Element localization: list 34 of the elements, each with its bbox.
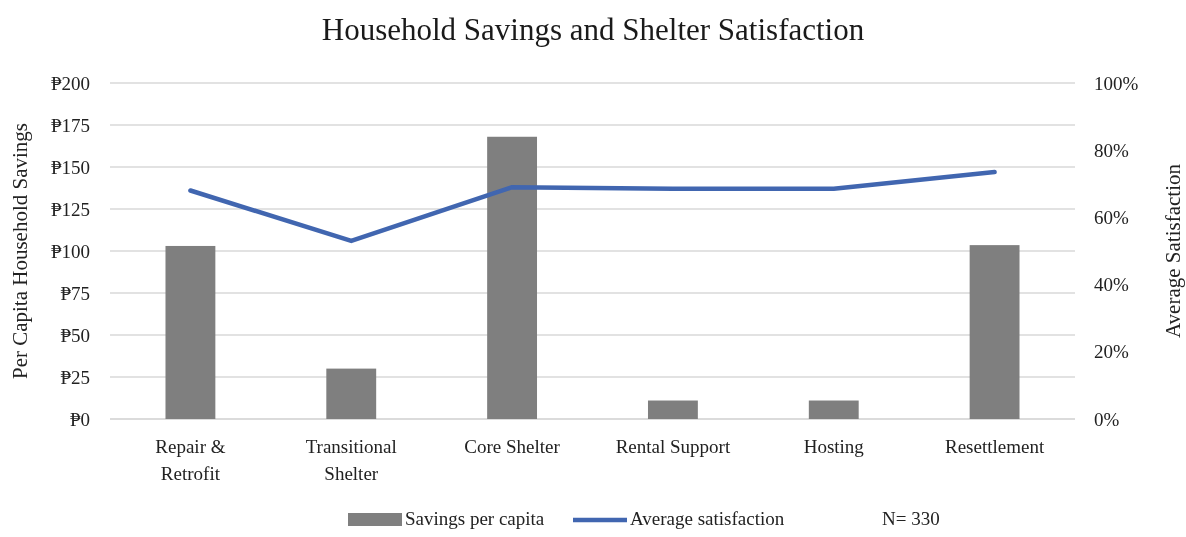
- y-tick-label: ₱125: [50, 198, 90, 220]
- legend-label: Savings per capita: [405, 508, 545, 529]
- y2-axis-title: Average Satisfaction: [1161, 163, 1185, 338]
- x-tick-label: Repair & Retrofit: [155, 436, 226, 484]
- y-tick-label: ₱175: [50, 114, 90, 136]
- bar: [487, 136, 538, 419]
- chart-title: Household Savings and Shelter Satisfaction: [321, 12, 865, 47]
- x-tick-label: Resettlement: [944, 436, 1045, 457]
- bar: [647, 400, 698, 419]
- bar: [808, 400, 859, 419]
- y-tick-label: ₱200: [50, 72, 90, 94]
- y-tick-label: ₱25: [60, 366, 90, 388]
- y-tick-label: ₱75: [60, 282, 90, 304]
- y-tick-label: ₱150: [50, 156, 90, 178]
- y2-tick-label: 40%: [1094, 274, 1129, 296]
- y2-tick-label: 100%: [1094, 72, 1139, 94]
- bar: [326, 368, 377, 419]
- y-tick-label: ₱50: [60, 324, 90, 346]
- bar: [969, 245, 1020, 419]
- x-tick-label: Transitional Shelter: [305, 436, 397, 484]
- y2-tick-label: 80%: [1094, 139, 1129, 161]
- x-tick-label: Hosting: [803, 436, 865, 457]
- y2-tick-label: 20%: [1094, 341, 1129, 363]
- y-axis-title: Per Capita Household Savings: [8, 122, 32, 380]
- line-series: [188, 169, 997, 244]
- y2-tick-label: 0%: [1094, 408, 1120, 430]
- bar: [165, 245, 216, 419]
- y-tick-label: ₱100: [50, 240, 90, 262]
- y-tick-label: ₱0: [69, 408, 90, 430]
- legend-label: Average satisfaction: [630, 508, 785, 529]
- text: N= 330: [882, 508, 940, 529]
- x-tick-label: Rental Support: [615, 436, 731, 457]
- x-tick-label: Core Shelter: [464, 436, 561, 457]
- y2-tick-label: 60%: [1094, 207, 1129, 229]
